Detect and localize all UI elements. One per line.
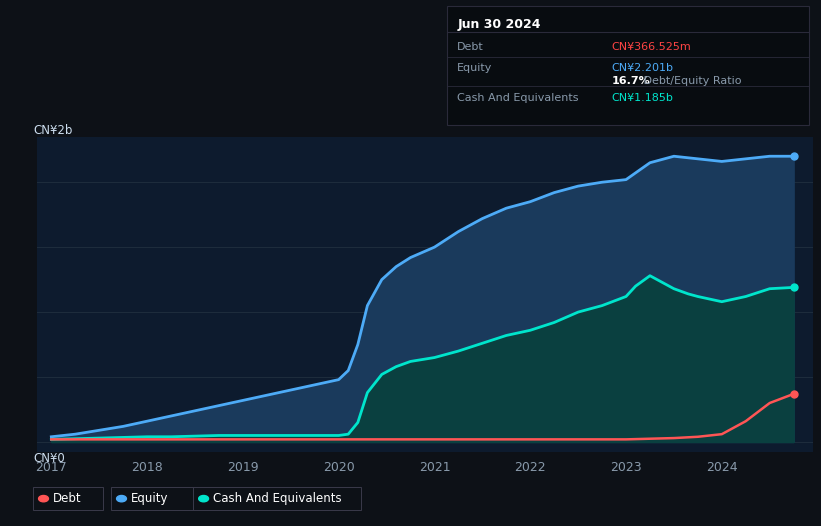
Text: CN¥0: CN¥0 (33, 452, 65, 466)
Text: Debt: Debt (53, 492, 82, 505)
Text: Cash And Equivalents: Cash And Equivalents (213, 492, 342, 505)
Text: Debt: Debt (457, 42, 484, 52)
Text: 16.7%: 16.7% (612, 76, 650, 86)
Text: Equity: Equity (457, 63, 493, 73)
Text: Jun 30 2024: Jun 30 2024 (457, 18, 541, 31)
Text: CN¥2.201b: CN¥2.201b (612, 63, 674, 73)
Text: Cash And Equivalents: Cash And Equivalents (457, 93, 579, 103)
Text: Equity: Equity (131, 492, 169, 505)
Text: Debt/Equity Ratio: Debt/Equity Ratio (640, 76, 742, 86)
Text: CN¥2b: CN¥2b (33, 124, 72, 137)
Text: CN¥366.525m: CN¥366.525m (612, 42, 691, 52)
Text: CN¥1.185b: CN¥1.185b (612, 93, 673, 103)
